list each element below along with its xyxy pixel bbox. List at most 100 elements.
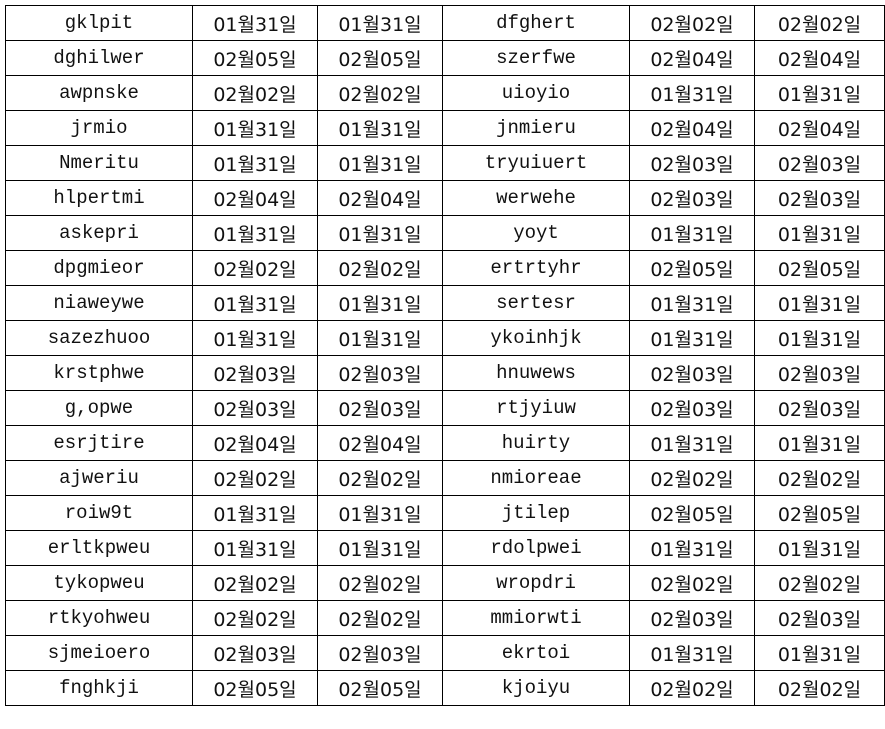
- date-cell[interactable]: 02월02일: [317, 565, 443, 601]
- name-cell[interactable]: huirty: [442, 425, 630, 461]
- date-cell[interactable]: 02월04일: [192, 180, 318, 216]
- name-cell[interactable]: nmioreae: [442, 460, 630, 496]
- date-cell[interactable]: 02월02일: [629, 670, 755, 706]
- name-cell[interactable]: sazezhuoo: [5, 320, 193, 356]
- date-cell[interactable]: 01월31일: [754, 530, 885, 566]
- name-cell[interactable]: ajweriu: [5, 460, 193, 496]
- date-cell[interactable]: 01월31일: [317, 285, 443, 321]
- date-cell[interactable]: 01월31일: [192, 110, 318, 146]
- date-cell[interactable]: 02월02일: [629, 565, 755, 601]
- name-cell[interactable]: hlpertmi: [5, 180, 193, 216]
- date-cell[interactable]: 02월02일: [754, 670, 885, 706]
- date-cell[interactable]: 01월31일: [192, 285, 318, 321]
- name-cell[interactable]: dfghert: [442, 5, 630, 41]
- name-cell[interactable]: rtkyohweu: [5, 600, 193, 636]
- name-cell[interactable]: uioyio: [442, 75, 630, 111]
- name-cell[interactable]: esrjtire: [5, 425, 193, 461]
- name-cell[interactable]: wropdri: [442, 565, 630, 601]
- date-cell[interactable]: 01월31일: [629, 635, 755, 671]
- name-cell[interactable]: mmiorwti: [442, 600, 630, 636]
- name-cell[interactable]: kjoiyu: [442, 670, 630, 706]
- date-cell[interactable]: 02월03일: [192, 390, 318, 426]
- date-cell[interactable]: 02월04일: [317, 425, 443, 461]
- date-cell[interactable]: 02월02일: [754, 5, 885, 41]
- date-cell[interactable]: 02월05일: [317, 670, 443, 706]
- date-cell[interactable]: 02월03일: [317, 390, 443, 426]
- date-cell[interactable]: 02월05일: [629, 495, 755, 531]
- date-cell[interactable]: 02월04일: [629, 40, 755, 76]
- date-cell[interactable]: 01월31일: [317, 5, 443, 41]
- date-cell[interactable]: 01월31일: [629, 215, 755, 251]
- name-cell[interactable]: niaweywe: [5, 285, 193, 321]
- date-cell[interactable]: 02월04일: [754, 40, 885, 76]
- date-cell[interactable]: 01월31일: [192, 5, 318, 41]
- date-cell[interactable]: 02월05일: [317, 40, 443, 76]
- date-cell[interactable]: 02월02일: [192, 75, 318, 111]
- date-cell[interactable]: 02월05일: [754, 495, 885, 531]
- date-cell[interactable]: 01월31일: [192, 530, 318, 566]
- name-cell[interactable]: krstphwe: [5, 355, 193, 391]
- name-cell[interactable]: jnmieru: [442, 110, 630, 146]
- date-cell[interactable]: 01월31일: [629, 425, 755, 461]
- name-cell[interactable]: ekrtoi: [442, 635, 630, 671]
- date-cell[interactable]: 02월02일: [629, 460, 755, 496]
- date-cell[interactable]: 02월03일: [629, 145, 755, 181]
- date-cell[interactable]: 02월02일: [629, 5, 755, 41]
- date-cell[interactable]: 02월03일: [754, 355, 885, 391]
- name-cell[interactable]: awpnske: [5, 75, 193, 111]
- name-cell[interactable]: fnghkji: [5, 670, 193, 706]
- date-cell[interactable]: 02월02일: [754, 565, 885, 601]
- name-cell[interactable]: jrmio: [5, 110, 193, 146]
- date-cell[interactable]: 01월31일: [192, 215, 318, 251]
- date-cell[interactable]: 01월31일: [629, 320, 755, 356]
- name-cell[interactable]: Nmeritu: [5, 145, 193, 181]
- date-cell[interactable]: 01월31일: [754, 320, 885, 356]
- date-cell[interactable]: 01월31일: [317, 215, 443, 251]
- date-cell[interactable]: 02월03일: [192, 355, 318, 391]
- name-cell[interactable]: szerfwe: [442, 40, 630, 76]
- date-cell[interactable]: 02월03일: [629, 355, 755, 391]
- date-cell[interactable]: 02월03일: [192, 635, 318, 671]
- date-cell[interactable]: 02월03일: [754, 180, 885, 216]
- name-cell[interactable]: g,opwe: [5, 390, 193, 426]
- date-cell[interactable]: 01월31일: [754, 75, 885, 111]
- name-cell[interactable]: jtilep: [442, 495, 630, 531]
- date-cell[interactable]: 01월31일: [317, 530, 443, 566]
- name-cell[interactable]: sertesr: [442, 285, 630, 321]
- name-cell[interactable]: askepri: [5, 215, 193, 251]
- date-cell[interactable]: 01월31일: [317, 495, 443, 531]
- name-cell[interactable]: rdolpwei: [442, 530, 630, 566]
- date-cell[interactable]: 01월31일: [754, 285, 885, 321]
- date-cell[interactable]: 02월04일: [317, 180, 443, 216]
- date-cell[interactable]: 02월05일: [754, 250, 885, 286]
- date-cell[interactable]: 01월31일: [629, 75, 755, 111]
- name-cell[interactable]: yoyt: [442, 215, 630, 251]
- date-cell[interactable]: 02월03일: [629, 600, 755, 636]
- date-cell[interactable]: 02월02일: [317, 600, 443, 636]
- name-cell[interactable]: rtjyiuw: [442, 390, 630, 426]
- date-cell[interactable]: 02월03일: [317, 355, 443, 391]
- date-cell[interactable]: 01월31일: [317, 110, 443, 146]
- date-cell[interactable]: 01월31일: [192, 495, 318, 531]
- name-cell[interactable]: ertrtyhr: [442, 250, 630, 286]
- date-cell[interactable]: 02월02일: [317, 460, 443, 496]
- date-cell[interactable]: 02월03일: [629, 390, 755, 426]
- date-cell[interactable]: 01월31일: [629, 285, 755, 321]
- name-cell[interactable]: tykopweu: [5, 565, 193, 601]
- date-cell[interactable]: 02월02일: [192, 600, 318, 636]
- date-cell[interactable]: 02월04일: [754, 110, 885, 146]
- date-cell[interactable]: 02월05일: [629, 250, 755, 286]
- name-cell[interactable]: gklpit: [5, 5, 193, 41]
- name-cell[interactable]: dpgmieor: [5, 250, 193, 286]
- date-cell[interactable]: 02월02일: [192, 250, 318, 286]
- date-cell[interactable]: 01월31일: [754, 635, 885, 671]
- date-cell[interactable]: 02월03일: [754, 390, 885, 426]
- name-cell[interactable]: ykoinhjk: [442, 320, 630, 356]
- name-cell[interactable]: hnuwews: [442, 355, 630, 391]
- date-cell[interactable]: 02월05일: [192, 40, 318, 76]
- date-cell[interactable]: 02월02일: [192, 565, 318, 601]
- date-cell[interactable]: 01월31일: [754, 425, 885, 461]
- date-cell[interactable]: 02월03일: [629, 180, 755, 216]
- date-cell[interactable]: 02월05일: [192, 670, 318, 706]
- date-cell[interactable]: 01월31일: [629, 530, 755, 566]
